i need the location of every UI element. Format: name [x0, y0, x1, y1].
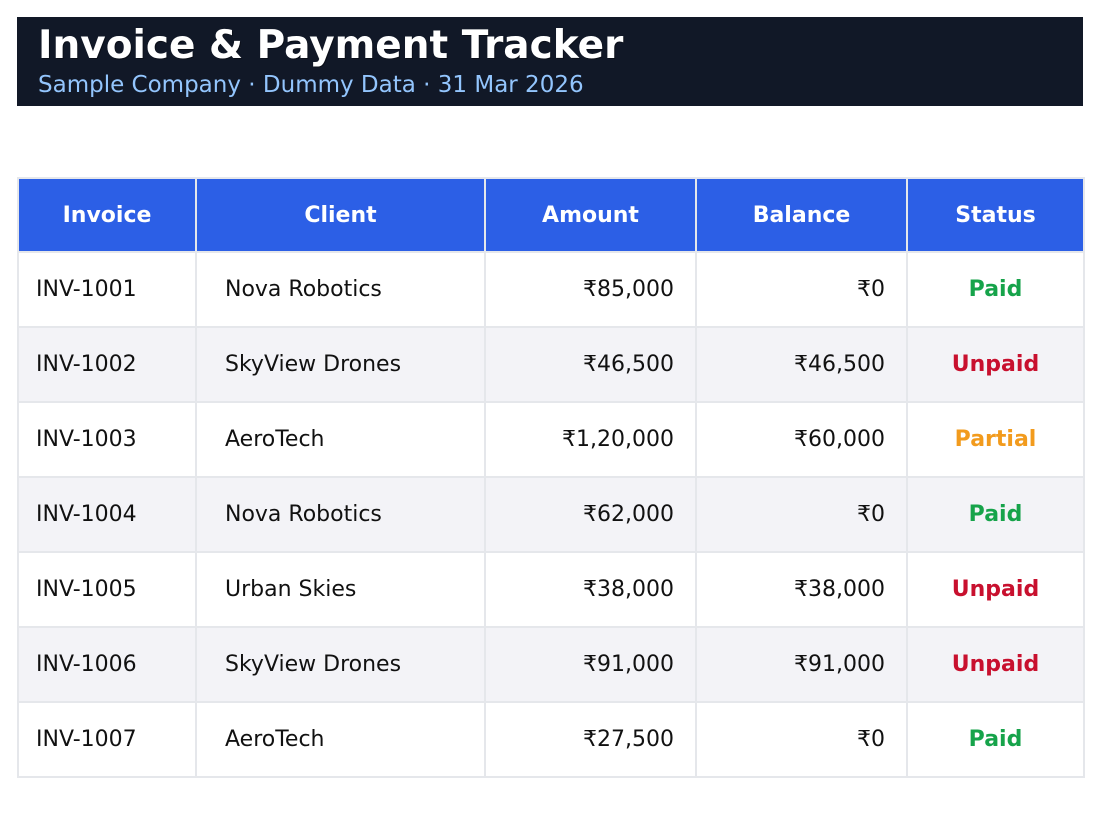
balance-cell: ₹91,000: [695, 626, 908, 703]
amount-cell: ₹38,000: [484, 551, 697, 628]
client-cell: SkyView Drones: [195, 326, 486, 403]
status-cell: Unpaid: [906, 326, 1085, 403]
amount-cell: ₹91,000: [484, 626, 697, 703]
table-row: INV-1001 Nova Robotics ₹85,000 ₹0 Paid: [17, 251, 1085, 328]
column-header-status: Status: [906, 177, 1085, 253]
status-cell: Paid: [906, 701, 1085, 778]
table-header: Invoice Client Amount Balance Status: [17, 177, 1085, 253]
column-header-client: Client: [195, 177, 486, 253]
amount-cell: ₹27,500: [484, 701, 697, 778]
balance-cell: ₹60,000: [695, 401, 908, 478]
balance-cell: ₹0: [695, 251, 908, 328]
balance-cell: ₹46,500: [695, 326, 908, 403]
balance-cell: ₹0: [695, 476, 908, 553]
amount-cell: ₹62,000: [484, 476, 697, 553]
client-cell: Nova Robotics: [195, 476, 486, 553]
amount-cell: ₹85,000: [484, 251, 697, 328]
page-subtitle: Sample Company · Dummy Data · 31 Mar 202…: [38, 72, 584, 98]
table-row: INV-1006 SkyView Drones ₹91,000 ₹91,000 …: [17, 626, 1085, 703]
table-row: INV-1003 AeroTech ₹1,20,000 ₹60,000 Part…: [17, 401, 1085, 478]
amount-cell: ₹1,20,000: [484, 401, 697, 478]
table-row: INV-1004 Nova Robotics ₹62,000 ₹0 Paid: [17, 476, 1085, 553]
column-header-amount: Amount: [484, 177, 697, 253]
table-header-row: Invoice Client Amount Balance Status: [17, 177, 1085, 253]
page-title: Invoice & Payment Tracker: [38, 23, 624, 68]
invoice-cell: INV-1006: [17, 626, 197, 703]
invoice-cell: INV-1007: [17, 701, 197, 778]
client-cell: SkyView Drones: [195, 626, 486, 703]
client-cell: Nova Robotics: [195, 251, 486, 328]
amount-cell: ₹46,500: [484, 326, 697, 403]
invoice-cell: INV-1002: [17, 326, 197, 403]
column-header-balance: Balance: [695, 177, 908, 253]
page-header: Invoice & Payment Tracker Sample Company…: [17, 17, 1083, 106]
client-cell: Urban Skies: [195, 551, 486, 628]
status-cell: Paid: [906, 251, 1085, 328]
invoice-cell: INV-1001: [17, 251, 197, 328]
table-row: INV-1005 Urban Skies ₹38,000 ₹38,000 Unp…: [17, 551, 1085, 628]
client-cell: AeroTech: [195, 401, 486, 478]
table-body: INV-1001 Nova Robotics ₹85,000 ₹0 Paid I…: [17, 251, 1085, 778]
balance-cell: ₹0: [695, 701, 908, 778]
status-cell: Unpaid: [906, 551, 1085, 628]
table-row: INV-1002 SkyView Drones ₹46,500 ₹46,500 …: [17, 326, 1085, 403]
status-cell: Unpaid: [906, 626, 1085, 703]
column-header-invoice: Invoice: [17, 177, 197, 253]
client-cell: AeroTech: [195, 701, 486, 778]
status-cell: Partial: [906, 401, 1085, 478]
invoice-cell: INV-1004: [17, 476, 197, 553]
invoice-cell: INV-1003: [17, 401, 197, 478]
balance-cell: ₹38,000: [695, 551, 908, 628]
invoice-cell: INV-1005: [17, 551, 197, 628]
invoice-table: Invoice Client Amount Balance Status INV…: [17, 177, 1085, 778]
table-row: INV-1007 AeroTech ₹27,500 ₹0 Paid: [17, 701, 1085, 778]
status-cell: Paid: [906, 476, 1085, 553]
